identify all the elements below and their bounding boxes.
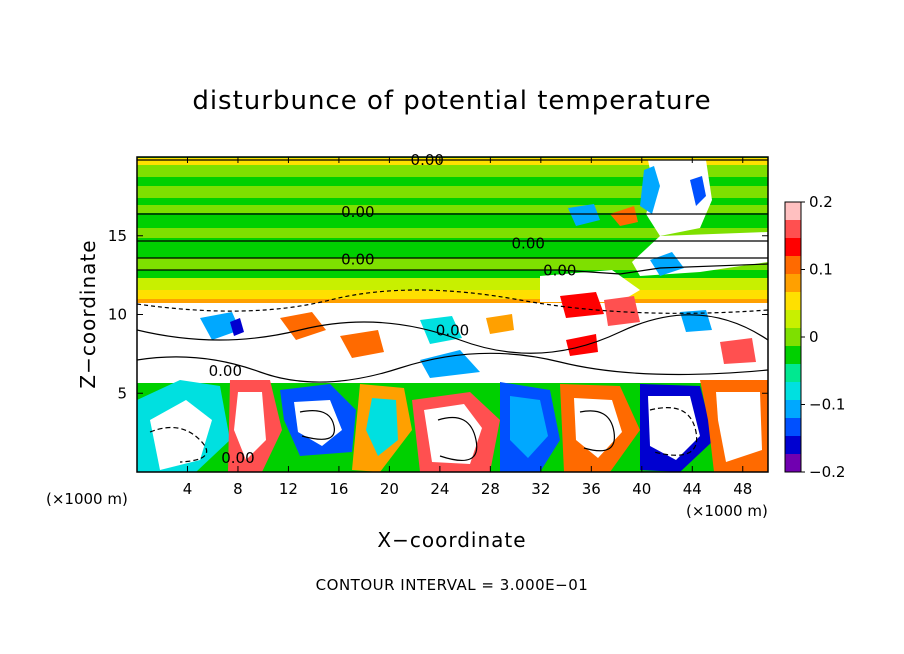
contour-label: 0.00 — [341, 250, 374, 268]
colorbar-swatch — [785, 382, 801, 401]
colorbar-swatch — [785, 274, 801, 293]
x-axis-ticks: 4 8 12 16 20 24 28 32 36 40 44 48 — [183, 157, 752, 498]
colorbar-swatch — [785, 328, 801, 347]
x-tick-label: 24 — [430, 480, 449, 498]
y-unit-label: (×1000 m) — [46, 490, 128, 508]
contour-label: 0.00 — [221, 449, 254, 467]
contour-label: 0.00 — [209, 362, 242, 380]
colorbar-swatch — [785, 220, 801, 239]
x-tick-label: 40 — [632, 480, 651, 498]
x-unit-label: (×1000 m) — [686, 502, 768, 520]
x-tick-label: 32 — [531, 480, 550, 498]
colorbar-tick-label: −0.2 — [809, 463, 845, 481]
x-tick-label: 28 — [481, 480, 500, 498]
potential-temperature-field — [137, 157, 768, 472]
colorbar-swatch — [785, 202, 801, 221]
contour-label: 0.00 — [543, 261, 576, 279]
x-tick-label: 48 — [733, 480, 752, 498]
colorbar-tick-label: −0.1 — [809, 396, 845, 414]
colorbar-tick-label: 0 — [809, 328, 819, 346]
x-tick-label: 20 — [380, 480, 399, 498]
colorbar-swatch — [785, 400, 801, 419]
x-tick-label: 4 — [183, 480, 193, 498]
contour-label: 0.00 — [411, 151, 444, 169]
colorbar: 0.2 0.1 0 −0.1 −0.2 — [784, 193, 845, 481]
colorbar-swatch — [785, 310, 801, 329]
y-axis-ticks: 5 10 15 — [108, 227, 768, 402]
x-tick-label: 12 — [279, 480, 298, 498]
x-axis-label: X−coordinate — [377, 528, 527, 552]
colorbar-swatch — [785, 292, 801, 311]
y-tick-label: 5 — [117, 384, 127, 402]
colorbar-swatch — [785, 238, 801, 257]
colorbar-swatch — [785, 346, 801, 365]
contour-interval-note: CONTOUR INTERVAL = 3.000E−01 — [315, 576, 589, 594]
contour-label: 0.00 — [512, 235, 545, 253]
x-tick-label: 16 — [329, 480, 348, 498]
chart-title: disturbunce of potential temperature — [192, 86, 712, 116]
x-tick-label: 8 — [233, 480, 243, 498]
contour-label: 0.00 — [436, 321, 469, 339]
colorbar-swatch — [785, 418, 801, 437]
contour-label: 0.00 — [341, 203, 374, 221]
contour-lines — [137, 159, 768, 463]
colorbar-swatch — [785, 454, 801, 473]
y-tick-label: 10 — [108, 306, 127, 324]
colorbar-swatch — [785, 364, 801, 383]
colorbar-swatch — [785, 436, 801, 455]
contour-labels: 0.00 0.00 0.00 0.00 0.00 0.00 0.00 0.00 — [209, 151, 577, 467]
colorbar-swatch — [785, 256, 801, 275]
y-tick-label: 15 — [108, 227, 127, 245]
x-tick-label: 36 — [582, 480, 601, 498]
colorbar-tick-label: 0.2 — [809, 193, 833, 211]
x-tick-label: 44 — [683, 480, 702, 498]
colorbar-tick-label: 0.1 — [809, 261, 833, 279]
